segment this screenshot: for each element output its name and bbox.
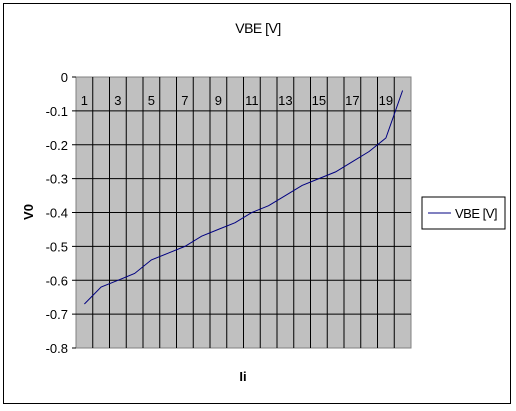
series-line: [84, 90, 404, 305]
legend-label: VBE [V]: [455, 206, 497, 221]
x-tick-label: 11: [245, 93, 259, 108]
y-tick-label: -0.5: [46, 239, 68, 254]
legend: VBE [V]: [421, 196, 506, 230]
x-tick-label: 19: [379, 93, 393, 108]
x-tick-label: 7: [181, 93, 188, 108]
grid: [76, 77, 411, 348]
y-axis-ticks: 0 -0.1 -0.2 -0.3 -0.4 -0.5 -0.6 -0.7 -0.8: [46, 70, 76, 356]
x-tick-label: 15: [312, 93, 326, 108]
y-tick-label: -0.4: [46, 206, 68, 221]
y-tick-label: -0.1: [46, 104, 68, 119]
x-axis-label: Ii: [239, 369, 246, 384]
x-tick-label: 5: [148, 93, 155, 108]
y-tick-label: -0.3: [46, 172, 68, 187]
y-axis-label: V0: [21, 204, 36, 220]
y-tick-label: -0.7: [46, 307, 68, 322]
y-tick-label: 0: [61, 70, 68, 85]
y-tick-label: -0.8: [46, 341, 68, 356]
x-tick-label: 13: [278, 93, 292, 108]
x-tick-label: 17: [345, 93, 359, 108]
y-tick-label: -0.2: [46, 138, 68, 153]
chart-title: VBE [V]: [235, 20, 281, 36]
x-tick-label: 1: [81, 93, 88, 108]
x-tick-label: 3: [114, 93, 121, 108]
series-group: [84, 90, 404, 305]
x-tick-label: 9: [215, 93, 222, 108]
y-tick-label: -0.6: [46, 273, 68, 288]
x-axis-ticks: 1 3 5 7 9 11 13 15 17 19: [81, 93, 393, 108]
